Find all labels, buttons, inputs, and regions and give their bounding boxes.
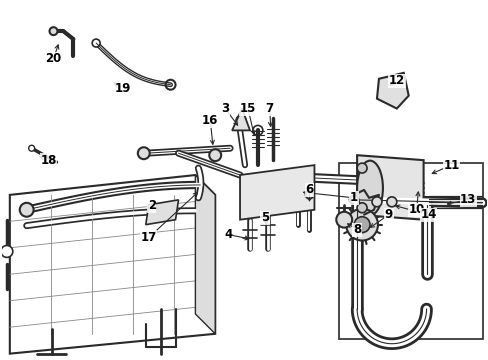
Circle shape (336, 212, 351, 228)
Text: 2: 2 (147, 199, 156, 212)
Text: 19: 19 (115, 82, 131, 95)
Polygon shape (10, 175, 215, 354)
Text: 4: 4 (224, 228, 232, 241)
Text: 20: 20 (45, 53, 61, 66)
Circle shape (92, 39, 100, 47)
Circle shape (356, 203, 366, 213)
Circle shape (209, 149, 221, 161)
Polygon shape (356, 155, 423, 220)
Circle shape (138, 147, 149, 159)
Text: 14: 14 (420, 208, 436, 221)
Text: 13: 13 (459, 193, 475, 206)
Text: 15: 15 (239, 102, 256, 115)
Polygon shape (376, 73, 408, 109)
Text: 10: 10 (407, 203, 424, 216)
Polygon shape (145, 200, 178, 225)
Circle shape (346, 209, 377, 240)
Circle shape (356, 163, 366, 173)
Text: 9: 9 (384, 208, 392, 221)
Text: 12: 12 (388, 74, 404, 87)
Polygon shape (195, 175, 215, 334)
Text: 18: 18 (40, 154, 57, 167)
Circle shape (20, 203, 34, 217)
Text: 1: 1 (349, 192, 358, 204)
Bar (339, 163, 482, 339)
Text: 16: 16 (202, 114, 218, 127)
Circle shape (49, 27, 57, 35)
Text: 6: 6 (305, 184, 313, 197)
Text: 11: 11 (442, 159, 459, 172)
Text: 5: 5 (260, 211, 268, 224)
Circle shape (353, 217, 369, 233)
Circle shape (1, 246, 13, 257)
Polygon shape (232, 109, 249, 130)
Text: 7: 7 (265, 102, 273, 115)
Text: 8: 8 (352, 223, 361, 236)
Circle shape (29, 145, 35, 151)
Ellipse shape (356, 161, 382, 215)
Text: 17: 17 (141, 231, 157, 244)
Circle shape (386, 197, 396, 207)
Polygon shape (240, 165, 314, 220)
Text: 3: 3 (221, 102, 229, 115)
Circle shape (371, 197, 381, 207)
